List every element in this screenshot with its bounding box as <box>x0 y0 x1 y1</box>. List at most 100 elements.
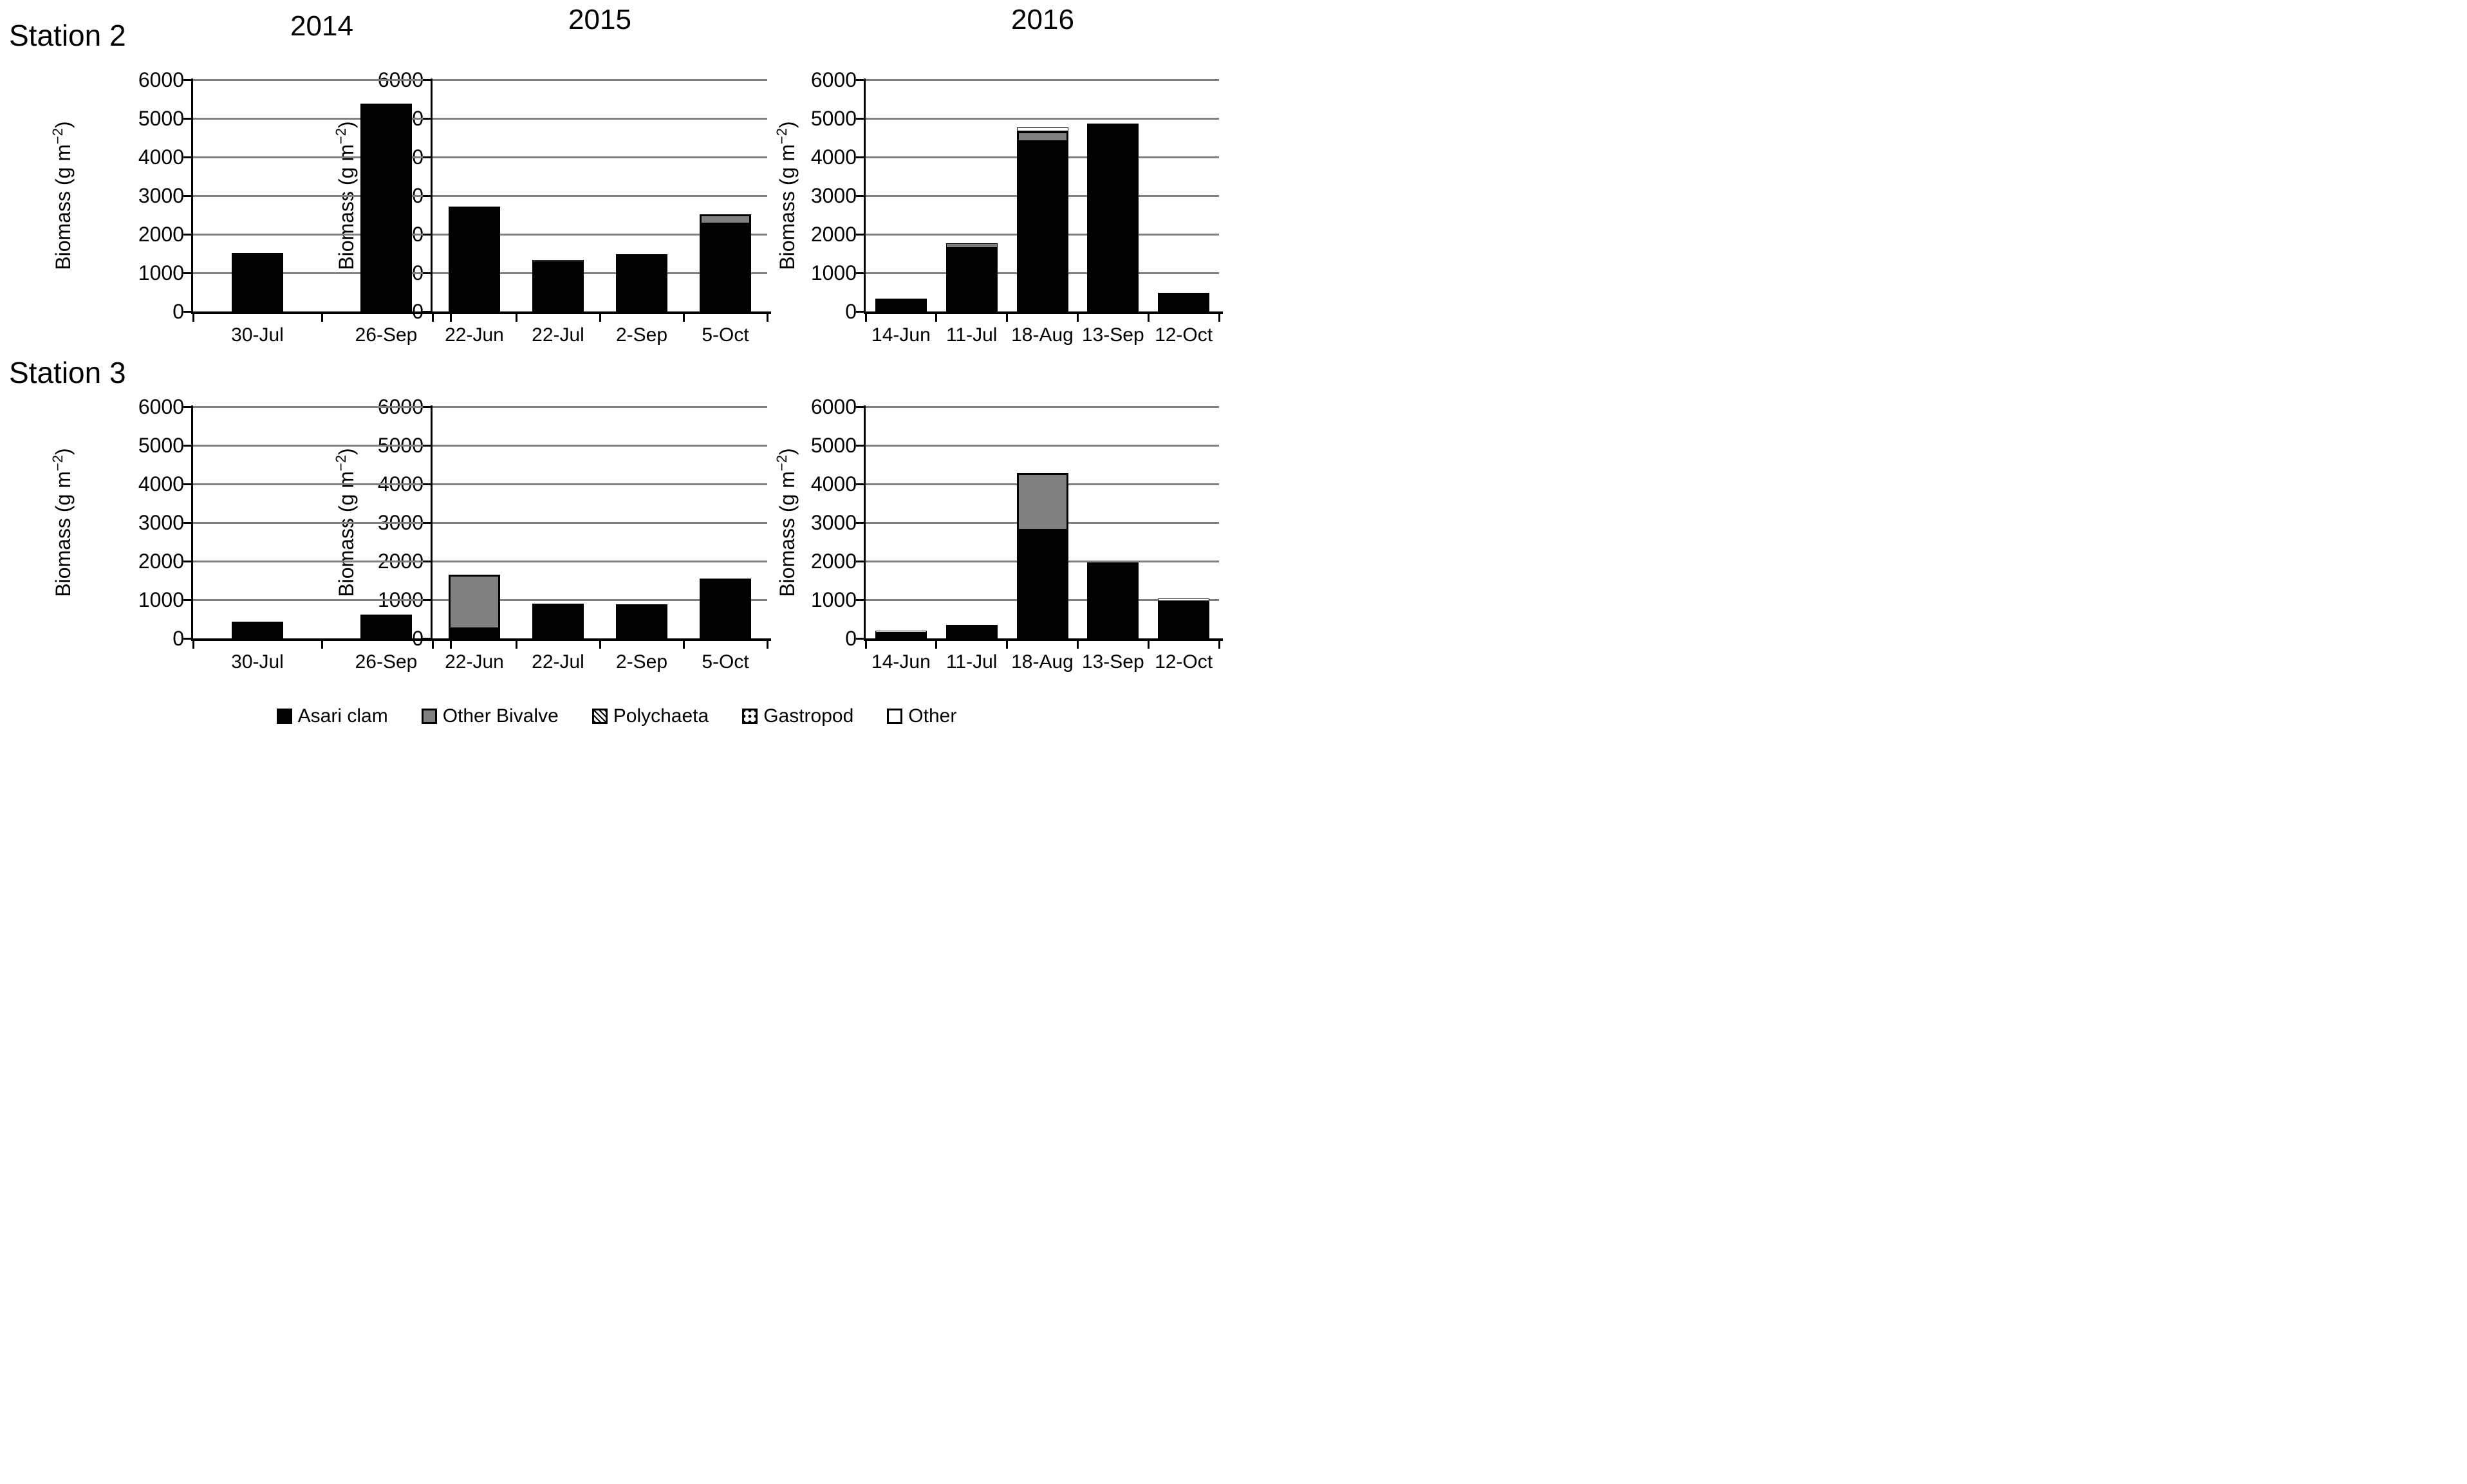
gridline <box>193 405 451 408</box>
x-tick-label: 22-Jun <box>445 651 504 672</box>
legend-item-polychaeta: Polychaeta <box>591 705 709 727</box>
y-tickmark <box>183 117 191 120</box>
y-tickmark <box>183 560 191 562</box>
y-tickmark <box>423 405 431 408</box>
y-axis-line <box>431 79 433 313</box>
y-tick-label: 4000 <box>810 145 857 169</box>
y-axis-line <box>864 79 866 313</box>
bar-segment-asari <box>360 103 412 311</box>
y-tickmark <box>183 194 191 197</box>
gridline <box>433 483 767 485</box>
bar-segment-gastropod <box>1158 598 1210 602</box>
gridline <box>866 405 1219 408</box>
bar-segment-gastropod <box>1016 127 1068 132</box>
legend-label: Asari clam <box>297 705 388 727</box>
x-tick-label: 2-Sep <box>615 651 668 672</box>
bar-segment-other_bivalve <box>1016 131 1068 143</box>
gridline <box>866 117 1219 120</box>
y-tickmark <box>856 483 864 485</box>
legend-label: Polychaeta <box>613 705 709 727</box>
x-tick-label: 14-Jun <box>871 324 931 346</box>
gridline <box>193 156 451 158</box>
asari-swatch-icon <box>276 709 292 724</box>
gridline <box>433 560 767 562</box>
bar-segment-other_bivalve <box>945 243 998 248</box>
y-tick-label: 1000 <box>138 588 184 611</box>
y-tickmark <box>183 598 191 601</box>
bar-segment-asari <box>360 614 412 638</box>
gridline <box>193 233 451 236</box>
y-axis-title: Biomass (g m−2) <box>774 448 799 597</box>
y-tick-label: 3000 <box>810 511 857 534</box>
bar-segment-asari <box>875 299 927 311</box>
bar-segment-other_bivalve <box>1016 473 1068 532</box>
y-tickmark <box>856 79 864 81</box>
legend-item-gastropod: Gastropod <box>742 705 853 727</box>
x-tickmark <box>1218 314 1220 322</box>
y-tickmark <box>423 79 431 81</box>
y-tickmark <box>183 233 191 236</box>
y-tickmark <box>856 310 864 313</box>
y-tickmark <box>423 483 431 485</box>
y-tick-label: 3000 <box>810 184 857 207</box>
x-tickmark <box>1076 641 1079 649</box>
year-title-2016: 2016 <box>1011 4 1074 35</box>
other-swatch-icon <box>887 709 903 724</box>
x-tick-label: 12-Oct <box>1155 651 1213 672</box>
bar-segment-asari <box>1158 293 1210 311</box>
y-tickmark <box>183 521 191 524</box>
y-tick-label: 6000 <box>810 68 857 91</box>
y-axis-title-exponent: −2 <box>50 454 66 472</box>
bar-segment-gastropod <box>875 631 927 633</box>
x-tick-label: 22-Jul <box>532 324 584 346</box>
figure: Station 2 Station 3 2014 2015 2016 Asari… <box>0 0 1233 743</box>
y-tickmark <box>423 310 431 313</box>
y-tickmark <box>856 405 864 408</box>
bar-segment-asari <box>1087 124 1139 311</box>
y-tickmark <box>183 483 191 485</box>
legend-label: Gastropod <box>763 705 854 727</box>
y-tickmark <box>423 521 431 524</box>
x-tick-label: 13-Sep <box>1081 324 1144 346</box>
y-axis-title-close: ) <box>334 448 358 455</box>
x-tick-label: 26-Sep <box>355 324 418 346</box>
y-tickmark <box>856 560 864 562</box>
bar-segment-other_bivalve <box>449 575 500 630</box>
y-tick-label: 5000 <box>138 107 184 130</box>
y-axis-title: Biomass (g m−2) <box>50 121 75 270</box>
y-axis-title-exponent: −2 <box>333 127 349 145</box>
y-tick-label: 4000 <box>810 472 857 496</box>
y-axis-title-text: Biomass (g m <box>775 144 799 270</box>
legend-label: Other <box>908 705 957 727</box>
y-axis-title-exponent: −2 <box>333 454 349 472</box>
y-tick-label: 4000 <box>138 472 184 496</box>
station-2-label: Station 2 <box>9 19 126 52</box>
x-axis-line <box>431 638 771 641</box>
x-tick-label: 11-Jul <box>945 324 998 346</box>
bar-segment-asari <box>945 248 998 311</box>
y-axis-title-close: ) <box>51 448 75 455</box>
y-tickmark <box>856 598 864 601</box>
other_bivalve-swatch-icon <box>421 709 437 724</box>
x-tick-label: 30-Jul <box>231 651 284 672</box>
bar-segment-asari <box>1016 142 1068 311</box>
y-tick-label: 6000 <box>138 68 184 91</box>
y-axis-title: Biomass (g m−2) <box>50 448 75 597</box>
x-tickmark <box>1147 641 1150 649</box>
year-title-2015: 2015 <box>568 4 631 35</box>
y-tick-label: 0 <box>845 627 857 650</box>
gridline <box>433 194 767 197</box>
y-tick-label: 5000 <box>138 434 184 457</box>
bar-segment-asari <box>232 252 283 311</box>
x-axis-line <box>864 311 1223 314</box>
y-axis-title-close: ) <box>775 121 799 128</box>
gridline <box>433 272 767 274</box>
x-tickmark <box>682 314 685 322</box>
x-tickmark <box>766 641 768 649</box>
y-tickmark <box>423 156 431 158</box>
x-tickmark <box>1006 314 1009 322</box>
y-tick-label: 2000 <box>138 550 184 573</box>
x-tick-label: 26-Sep <box>355 651 418 672</box>
x-tick-label: 5-Oct <box>702 324 749 346</box>
x-tick-label: 13-Sep <box>1081 651 1144 672</box>
